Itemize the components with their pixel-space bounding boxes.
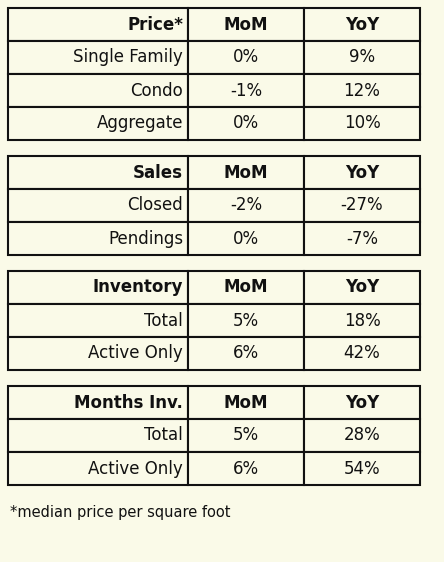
Bar [304,107,420,140]
Text: -7%: -7% [346,229,378,247]
Bar [304,156,420,189]
Text: 0%: 0% [233,115,259,133]
Bar [188,337,304,370]
Text: Active Only: Active Only [88,345,183,362]
Text: 54%: 54% [344,460,381,478]
Text: Active Only: Active Only [88,460,183,478]
Bar [188,107,304,140]
Text: 5%: 5% [233,427,259,445]
Text: Inventory: Inventory [92,279,183,297]
Text: Sales: Sales [133,164,183,182]
Bar [188,74,304,107]
Text: Price*: Price* [127,16,183,34]
Text: 12%: 12% [344,81,381,99]
Text: 42%: 42% [344,345,381,362]
Text: Total: Total [144,427,183,445]
Bar [304,8,420,41]
Text: 5%: 5% [233,311,259,329]
Text: Months Inv.: Months Inv. [74,393,183,411]
Text: 28%: 28% [344,427,381,445]
Bar [188,41,304,74]
Bar [188,271,304,304]
Bar [304,189,420,222]
Text: 0%: 0% [233,48,259,66]
Bar [8,419,188,452]
Bar [8,337,188,370]
Bar [8,452,188,485]
Text: Total: Total [144,311,183,329]
Text: YoY: YoY [345,279,379,297]
Text: YoY: YoY [345,16,379,34]
Text: YoY: YoY [345,164,379,182]
Text: -1%: -1% [230,81,262,99]
Bar [304,222,420,255]
Text: MoM: MoM [224,164,268,182]
Bar [8,304,188,337]
Bar [304,74,420,107]
Text: Pendings: Pendings [108,229,183,247]
Text: *median price per square foot: *median price per square foot [10,505,230,520]
Text: MoM: MoM [224,279,268,297]
Text: 9%: 9% [349,48,375,66]
Bar [188,222,304,255]
Text: -2%: -2% [230,197,262,215]
Bar [188,156,304,189]
Bar [304,304,420,337]
Bar [304,419,420,452]
Bar [188,304,304,337]
Bar [304,452,420,485]
Text: 0%: 0% [233,229,259,247]
Bar [188,189,304,222]
Text: 18%: 18% [344,311,381,329]
Text: 10%: 10% [344,115,381,133]
Text: MoM: MoM [224,393,268,411]
Bar [8,222,188,255]
Text: 6%: 6% [233,460,259,478]
Text: MoM: MoM [224,16,268,34]
Bar [188,452,304,485]
Bar [8,156,188,189]
Bar [188,386,304,419]
Text: Condo: Condo [130,81,183,99]
Text: Single Family: Single Family [73,48,183,66]
Text: Aggregate: Aggregate [96,115,183,133]
Bar [8,107,188,140]
Text: Closed: Closed [127,197,183,215]
Bar [8,74,188,107]
Bar [304,337,420,370]
Bar [188,8,304,41]
Bar [8,271,188,304]
Bar [188,419,304,452]
Text: -27%: -27% [341,197,383,215]
Bar [8,41,188,74]
Bar [304,41,420,74]
Text: YoY: YoY [345,393,379,411]
Bar [304,271,420,304]
Bar [304,386,420,419]
Bar [8,8,188,41]
Bar [8,386,188,419]
Text: 6%: 6% [233,345,259,362]
Bar [8,189,188,222]
